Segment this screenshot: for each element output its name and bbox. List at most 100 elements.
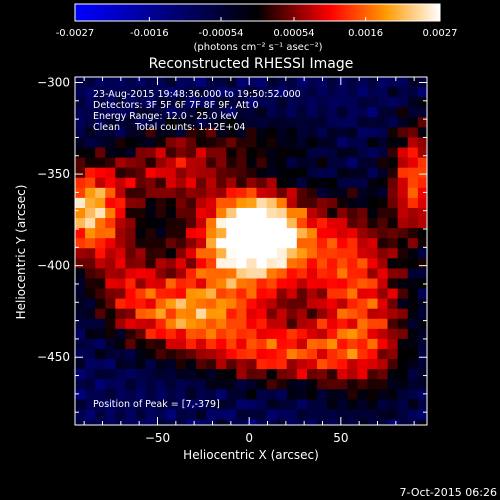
heatmap-cell bbox=[196, 268, 207, 280]
heatmap-cell bbox=[257, 430, 268, 441]
heatmap-cell bbox=[367, 147, 379, 159]
heatmap-cell bbox=[397, 399, 409, 411]
heatmap-cell bbox=[397, 379, 409, 390]
heatmap-cell bbox=[387, 97, 399, 108]
heatmap-cell bbox=[327, 268, 338, 280]
heatmap-cell bbox=[115, 248, 127, 259]
heatmap-cell bbox=[95, 107, 106, 118]
heatmap-cell bbox=[367, 157, 379, 169]
heatmap-cell bbox=[387, 77, 399, 88]
heatmap-cell bbox=[236, 197, 248, 209]
heatmap-cell bbox=[105, 298, 116, 310]
heatmap-cell bbox=[175, 137, 187, 149]
x-tick-label: 0 bbox=[245, 431, 253, 445]
heatmap-cell bbox=[105, 278, 116, 290]
heatmap-cell bbox=[428, 289, 439, 300]
heatmap-cell bbox=[286, 288, 298, 300]
heatmap-cell bbox=[175, 369, 187, 380]
heatmap-cell bbox=[256, 419, 268, 425]
heatmap-cell bbox=[145, 338, 157, 350]
heatmap-cell bbox=[185, 228, 197, 239]
heatmap-cell bbox=[115, 268, 127, 280]
heatmap-cell bbox=[246, 197, 258, 209]
heatmap-cell bbox=[428, 339, 439, 350]
heatmap-cell bbox=[236, 258, 248, 269]
heatmap-cell bbox=[266, 197, 278, 209]
heatmap-cell bbox=[115, 328, 127, 340]
heatmap-cell bbox=[267, 430, 278, 441]
heatmap-cell bbox=[428, 420, 439, 431]
heatmap-cell bbox=[357, 228, 369, 239]
heatmap-cell bbox=[95, 127, 106, 139]
heatmap-cell bbox=[105, 117, 116, 128]
heatmap-cell bbox=[357, 157, 369, 169]
heatmap-cell bbox=[397, 369, 409, 380]
heatmap-cell bbox=[306, 278, 318, 290]
heatmap-cell bbox=[236, 278, 248, 290]
heatmap-cell bbox=[337, 187, 348, 199]
heatmap-cell bbox=[95, 298, 106, 310]
heatmap-cell bbox=[266, 399, 278, 411]
heatmap-cell bbox=[206, 97, 217, 108]
y-tick-label: −350 bbox=[37, 167, 70, 181]
heatmap-cell bbox=[266, 258, 278, 269]
heatmap-cell bbox=[397, 288, 409, 300]
heatmap-cell bbox=[155, 369, 167, 380]
heatmap-cell bbox=[196, 328, 207, 340]
heatmap-cell bbox=[145, 167, 157, 179]
heatmap-cell bbox=[347, 318, 358, 330]
heatmap-cell bbox=[428, 148, 439, 159]
heatmap-cell bbox=[428, 268, 439, 279]
heatmap-cell bbox=[417, 228, 427, 239]
heatmap-cell bbox=[367, 430, 378, 441]
heatmap-cell bbox=[276, 137, 288, 149]
heatmap-cell bbox=[145, 268, 157, 280]
heatmap-cell bbox=[85, 409, 96, 421]
heatmap-cell bbox=[105, 419, 116, 425]
heatmap-cell bbox=[377, 87, 389, 98]
heatmap-cell bbox=[428, 349, 439, 360]
heatmap-cell bbox=[357, 238, 369, 249]
heatmap-cell bbox=[175, 298, 187, 310]
heatmap-cell bbox=[95, 359, 106, 370]
heatmap-cell bbox=[95, 77, 106, 88]
heatmap-cell bbox=[407, 268, 419, 280]
heatmap-cell bbox=[317, 157, 328, 169]
heatmap-cell bbox=[115, 87, 127, 98]
heatmap-cell bbox=[246, 348, 258, 360]
heatmap-cell bbox=[226, 218, 237, 229]
heatmap-cell bbox=[175, 318, 187, 330]
heatmap-cell bbox=[357, 137, 369, 149]
heatmap-cell bbox=[246, 359, 258, 370]
heatmap-cell bbox=[135, 147, 147, 159]
heatmap-cell bbox=[417, 318, 427, 330]
heatmap-cell bbox=[407, 328, 419, 340]
heatmap-cell bbox=[85, 228, 96, 239]
heatmap-cell bbox=[256, 389, 268, 400]
heatmap-cell bbox=[175, 197, 187, 209]
heatmap-cell bbox=[428, 97, 439, 108]
heatmap-cell bbox=[226, 167, 237, 179]
heatmap-cell bbox=[306, 328, 318, 340]
heatmap-cell bbox=[256, 97, 268, 108]
heatmap-cell bbox=[105, 238, 116, 249]
heatmap-cell bbox=[397, 238, 409, 249]
heatmap-cell bbox=[155, 137, 167, 149]
heatmap-cell bbox=[357, 77, 369, 88]
heatmap-cell bbox=[115, 298, 127, 310]
heatmap-cell bbox=[407, 117, 419, 128]
heatmap-cell bbox=[337, 117, 348, 128]
heatmap-cell bbox=[165, 369, 177, 380]
heatmap-cell bbox=[397, 157, 409, 169]
heatmap-cell bbox=[367, 278, 379, 290]
heatmap-cell bbox=[428, 430, 439, 441]
heatmap-cell bbox=[357, 218, 369, 229]
heatmap-cell bbox=[175, 278, 187, 290]
heatmap-cell bbox=[216, 207, 227, 219]
heatmap-cell bbox=[266, 328, 278, 340]
heatmap-cell bbox=[185, 278, 197, 290]
heatmap-cell bbox=[115, 157, 127, 169]
heatmap-cell bbox=[327, 419, 338, 425]
heatmap-cell bbox=[246, 248, 258, 259]
heatmap-cell bbox=[397, 278, 409, 290]
